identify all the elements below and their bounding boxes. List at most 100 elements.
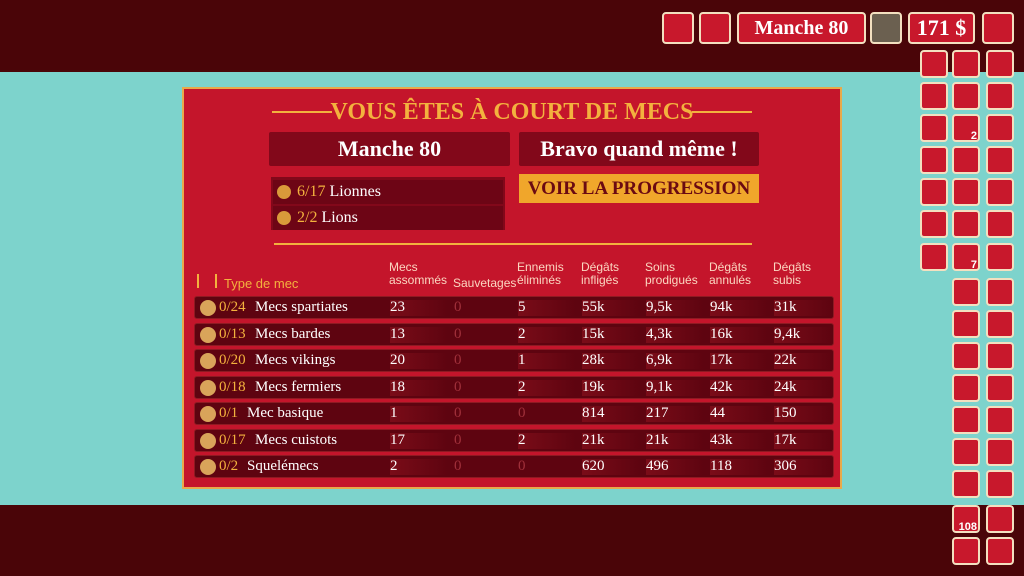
stat-value: 31k [774, 299, 797, 315]
cell-background [518, 353, 576, 369]
stat-value: 19k [582, 378, 605, 395]
stat-value: 17 [390, 431, 405, 448]
item-icon[interactable] [952, 178, 980, 206]
item-icon[interactable] [920, 146, 948, 174]
item-icon[interactable] [986, 470, 1014, 498]
mec-name: Mec basique [247, 405, 324, 421]
stat-value: 0 [518, 405, 526, 421]
item-icon[interactable] [920, 114, 948, 142]
stats-icon[interactable] [982, 12, 1014, 44]
stat-value: 0 [454, 325, 462, 342]
stat-value: 9,5k [646, 299, 673, 315]
item-icon[interactable] [952, 146, 980, 174]
item-icon[interactable] [952, 210, 980, 238]
stat-value: 0 [454, 431, 462, 448]
stat-value: 217 [646, 405, 669, 421]
shop-icon[interactable] [870, 12, 902, 44]
item-icon[interactable] [986, 146, 1014, 174]
stat-value: 18 [390, 378, 405, 395]
item-icon[interactable] [952, 374, 980, 402]
stat-value: 9,1k [646, 378, 673, 395]
skull-icon[interactable] [699, 12, 731, 44]
column-header: Soins prodigués [645, 260, 698, 287]
item-icon[interactable] [920, 82, 948, 110]
mec-count: 0/2 [219, 458, 239, 474]
item-icon[interactable]: 108 [952, 505, 980, 533]
cell-background [646, 459, 704, 475]
stat-value: 21k [646, 431, 669, 448]
divider [274, 243, 752, 245]
stat-value: 16k [710, 325, 733, 342]
item-icon[interactable] [952, 342, 980, 370]
item-icon[interactable] [986, 82, 1014, 110]
cell-background [710, 379, 768, 396]
cell-background [710, 459, 768, 475]
column-header: Mecs assommés [389, 260, 448, 287]
item-icon[interactable] [952, 406, 980, 434]
stat-value: 0 [518, 458, 526, 474]
item-icon[interactable] [952, 310, 980, 338]
item-icon[interactable] [986, 114, 1014, 142]
column-header: Type de mec [224, 276, 299, 291]
item-icon[interactable] [986, 278, 1014, 306]
cell-background [518, 300, 576, 316]
item-icon[interactable] [986, 406, 1014, 434]
cell-background [646, 406, 704, 422]
cell-background [710, 353, 768, 369]
item-icon[interactable] [920, 210, 948, 238]
stat-value: 0 [454, 405, 462, 421]
item-badge: 2 [970, 130, 977, 142]
item-icon[interactable] [952, 50, 980, 78]
column-header: Dégâts annulés [709, 260, 752, 287]
cell-background [774, 379, 832, 396]
stat-value: 23 [390, 299, 405, 315]
stat-value: 0 [454, 378, 462, 395]
cell-background [518, 326, 576, 343]
mec-icon [200, 353, 216, 369]
menace-icon[interactable] [662, 12, 694, 44]
item-icon[interactable] [920, 178, 948, 206]
item-icon[interactable] [986, 50, 1014, 78]
cell-background [582, 459, 640, 475]
cell-background [646, 326, 704, 343]
item-icon[interactable] [952, 470, 980, 498]
item-icon[interactable] [920, 50, 948, 78]
stat-row: 0/1 Mec basique 1 0 0 814 217 44 150 [194, 402, 834, 425]
mec-name: Mecs fermiers [255, 378, 342, 395]
stat-value: 43k [710, 431, 733, 448]
cell-background [390, 353, 448, 369]
item-icon[interactable] [986, 537, 1014, 565]
item-icon[interactable] [952, 278, 980, 306]
stat-value: 1 [390, 405, 398, 421]
item-icon[interactable] [986, 342, 1014, 370]
item-icon[interactable]: 2 [952, 114, 980, 142]
item-icon[interactable] [986, 310, 1014, 338]
title-rule [692, 111, 752, 113]
item-icon[interactable] [920, 243, 948, 271]
item-icon[interactable] [986, 243, 1014, 271]
cell-background [774, 326, 832, 343]
stat-value: 6,9k [646, 352, 673, 368]
item-icon[interactable] [986, 210, 1014, 238]
cell-background [582, 432, 640, 449]
cell-background [774, 353, 832, 369]
item-icon[interactable] [952, 537, 980, 565]
stat-value: 814 [582, 405, 605, 421]
round-box: Manche 80 [269, 132, 510, 166]
stat-value: 5 [518, 299, 526, 315]
item-icon[interactable] [986, 374, 1014, 402]
progress-button[interactable]: VOIR LA PROGRESSION [519, 174, 759, 203]
item-icon[interactable] [952, 82, 980, 110]
item-icon[interactable] [986, 178, 1014, 206]
item-icon[interactable] [952, 438, 980, 466]
item-icon[interactable]: 7 [952, 243, 980, 271]
cell-background [518, 432, 576, 449]
cell-background [646, 432, 704, 449]
item-icon[interactable] [986, 505, 1014, 533]
stat-value: 17k [774, 431, 797, 448]
cell-background [582, 326, 640, 343]
cell-background [774, 300, 832, 316]
mec-name: Squelémecs [247, 458, 319, 474]
item-icon[interactable] [986, 438, 1014, 466]
